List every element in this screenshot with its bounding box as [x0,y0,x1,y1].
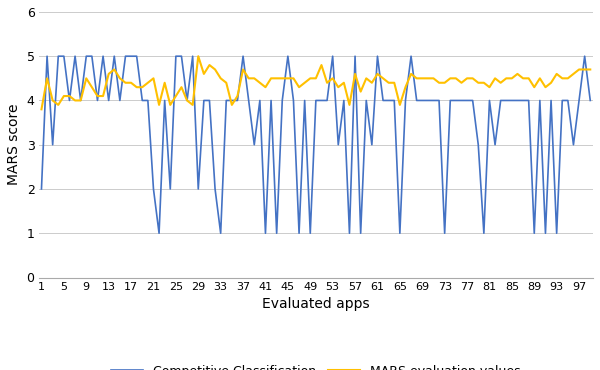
Competitive Classification [587,98,594,103]
Competitive Classification [340,98,347,103]
MARS evaluation values [167,102,174,107]
MARS evaluation values [38,107,45,111]
MARS evaluation values [335,85,342,90]
MARS evaluation values [184,98,191,103]
Competitive Classification [43,54,50,58]
Legend: Competitive Classification, MARS evaluation values: Competitive Classification, MARS evaluat… [106,360,525,370]
MARS evaluation values [587,67,594,72]
MARS evaluation values [194,54,202,58]
Competitive Classification [178,54,185,58]
MARS evaluation values [475,81,482,85]
Line: Competitive Classification: Competitive Classification [41,56,590,233]
Y-axis label: MARS score: MARS score [7,104,21,185]
Competitive Classification [155,231,163,235]
MARS evaluation values [211,67,218,72]
Competitive Classification [323,98,331,103]
X-axis label: Evaluated apps: Evaluated apps [262,297,370,311]
Competitive Classification [38,187,45,191]
Competitive Classification [217,231,224,235]
Competitive Classification [194,187,202,191]
MARS evaluation values [318,63,325,67]
Line: MARS evaluation values: MARS evaluation values [41,56,590,109]
Competitive Classification [480,231,487,235]
